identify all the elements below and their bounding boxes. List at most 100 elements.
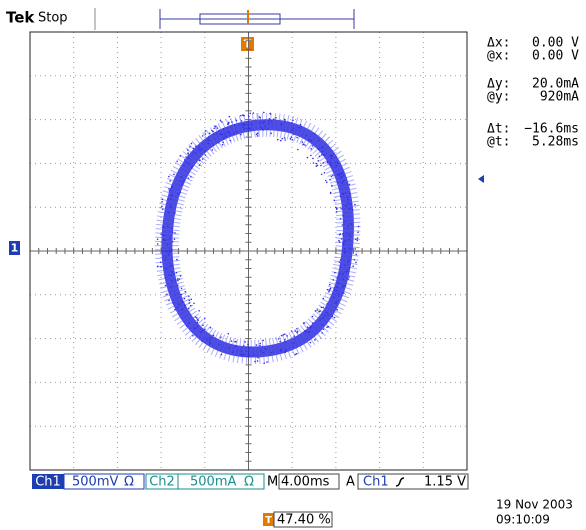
- trace-dot: [279, 340, 281, 343]
- trace-dot: [235, 345, 237, 348]
- trace-dot: [295, 352, 298, 355]
- trace-dot: [219, 119, 222, 122]
- trigger-mode: A: [346, 475, 355, 490]
- trace-dot: [208, 136, 210, 138]
- trace-dot: [240, 123, 243, 126]
- trace-dot: [306, 326, 309, 328]
- trace-dot: [322, 328, 325, 331]
- trace-dot: [346, 270, 349, 272]
- trace-dot: [192, 334, 194, 337]
- trace-dot: [212, 334, 215, 337]
- trace-dot: [357, 231, 359, 234]
- trace-dot: [312, 162, 315, 164]
- ch2-scale: 500mA: [190, 475, 236, 490]
- trace-dot: [314, 310, 317, 312]
- trace-dot: [291, 129, 294, 132]
- trace-dot: [243, 114, 245, 117]
- trace-dot: [204, 328, 206, 330]
- trace-dot: [350, 203, 352, 206]
- trace-dot: [209, 326, 212, 329]
- trace-dot: [242, 353, 245, 356]
- trace-dot: [162, 226, 165, 229]
- trace-dot: [329, 288, 331, 290]
- trace-dot: [192, 147, 195, 150]
- trace-dot: [291, 122, 293, 124]
- trace-dot: [342, 193, 345, 195]
- trace-dot: [189, 146, 191, 148]
- trace-dot: [217, 141, 220, 144]
- trace-dot: [325, 311, 328, 314]
- trace-dot: [321, 146, 324, 148]
- trace-dot: [196, 321, 199, 324]
- trace-dot: [199, 149, 202, 152]
- trace-dot: [285, 348, 288, 351]
- trace-dot: [179, 155, 182, 157]
- trace-dot: [205, 338, 208, 340]
- trace-dot: [345, 239, 347, 241]
- trace-dot: [340, 177, 342, 180]
- trace-dot: [283, 118, 286, 121]
- trace-dot: [207, 138, 209, 141]
- trace-dot: [323, 171, 326, 174]
- trace-dot: [168, 299, 170, 302]
- trace-dot: [240, 350, 243, 352]
- trace-dot: [356, 239, 359, 242]
- trace-dot: [188, 302, 191, 304]
- trace-dot: [332, 296, 335, 299]
- trace-dot: [311, 315, 314, 318]
- trace-dot: [182, 180, 185, 182]
- trace-dot: [321, 332, 323, 334]
- trace-dot: [335, 164, 338, 167]
- trace-dot: [337, 282, 340, 285]
- trace-dot: [277, 338, 280, 340]
- trace-dot: [196, 325, 199, 327]
- trace-dot: [166, 293, 168, 295]
- trace-dot: [339, 217, 342, 220]
- trace-dot: [180, 179, 182, 182]
- trace-dot: [251, 123, 253, 126]
- record-indicator: [159, 9, 355, 29]
- trace-dot: [280, 123, 283, 126]
- trace-dot: [293, 335, 295, 337]
- channel-marker: [9, 241, 20, 255]
- trace-dot: [335, 289, 338, 292]
- trace-dot: [169, 180, 171, 182]
- readout-label: Δy:: [487, 77, 510, 92]
- trace-dot: [341, 286, 344, 288]
- trace-dot: [175, 279, 177, 282]
- trace-dot: [336, 308, 338, 311]
- trace-dot: [247, 343, 249, 346]
- trace-dot: [341, 182, 344, 184]
- trace-dot: [188, 295, 190, 297]
- trace-dot: [262, 351, 265, 354]
- trace-dot: [170, 274, 173, 276]
- trace-dot: [241, 114, 244, 116]
- ch1-badge: [32, 474, 64, 489]
- cursor-readouts: Δx: 0.00 V @x: 0.00 V Δy: 20.0mA @y: 920mA Δt: −1…: [487, 36, 579, 150]
- trace-dot: [321, 324, 324, 326]
- trace-dot: [160, 233, 163, 236]
- record-window: [199, 13, 281, 25]
- trace-dot: [203, 317, 206, 320]
- trace-dot: [263, 120, 265, 123]
- time-label: M: [267, 475, 278, 490]
- trace-dot: [208, 338, 211, 341]
- active-cursor-arrow: [478, 175, 484, 183]
- trace-dot: [164, 284, 167, 287]
- trace-dot: [351, 208, 354, 211]
- trace-dot: [187, 156, 189, 159]
- trace-dot: [219, 133, 221, 136]
- trace-dot: [348, 183, 351, 186]
- trace-dot: [159, 261, 162, 264]
- trace-dot: [315, 162, 318, 165]
- trace-dot: [338, 241, 341, 243]
- trace-dot: [187, 152, 189, 154]
- trace-dot: [184, 290, 187, 293]
- trace-dot: [209, 341, 211, 343]
- trace-dot: [294, 353, 297, 356]
- trace-dot: [173, 272, 176, 275]
- trace-dot: [229, 139, 232, 142]
- trace-dot: [243, 128, 245, 131]
- trace-dot: [235, 119, 238, 122]
- trace-dot: [176, 160, 178, 163]
